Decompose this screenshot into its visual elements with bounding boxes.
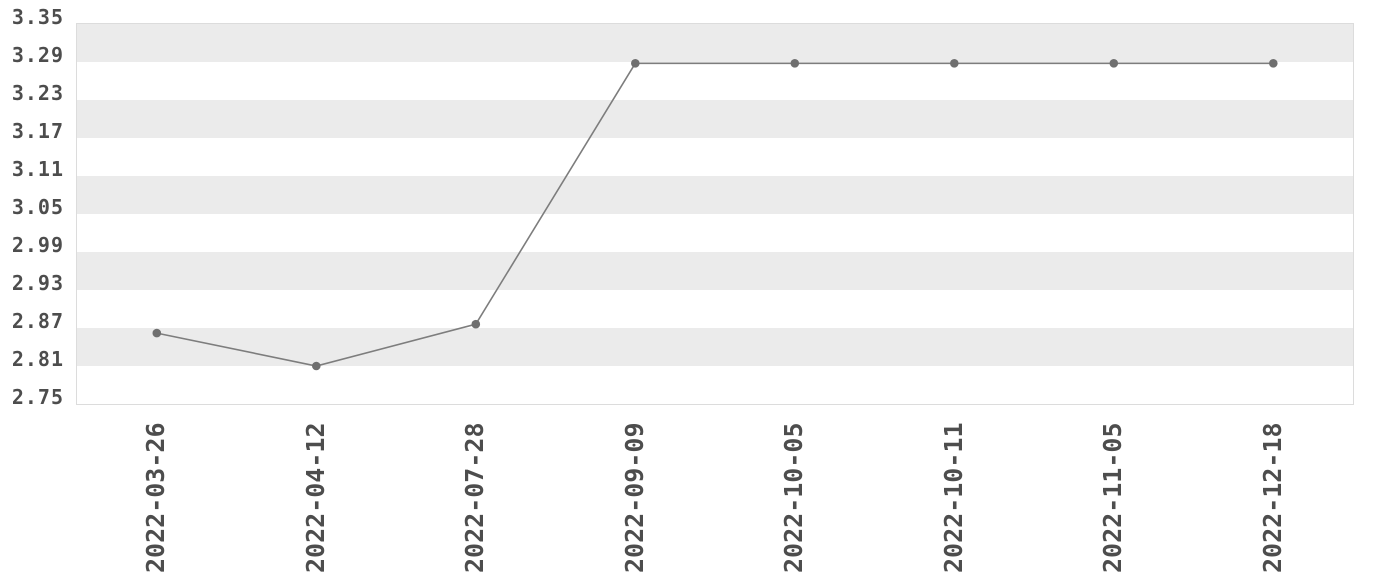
x-tick-label: 2022-03-26: [141, 422, 171, 573]
grid-band: [77, 176, 1353, 214]
data-point-marker[interactable]: [312, 361, 321, 371]
y-tick-label: 3.35: [11, 5, 64, 29]
grid-band: [77, 328, 1353, 366]
y-tick-label: 2.75: [11, 385, 64, 409]
y-tick-label: 2.99: [11, 233, 64, 257]
x-tick-label: 2022-10-11: [938, 422, 968, 573]
grid-band: [77, 138, 1353, 176]
x-tick-label: 2022-04-12: [300, 422, 330, 573]
grid-band: [77, 252, 1353, 290]
y-tick-label: 3.29: [11, 43, 64, 67]
y-tick-label: 2.87: [11, 309, 64, 333]
x-tick-label: 2022-12-18: [1257, 422, 1287, 573]
grid-band: [77, 366, 1353, 404]
grid-band: [77, 62, 1353, 100]
x-tick-label: 2022-11-05: [1098, 422, 1128, 573]
x-tick-label: 2022-09-09: [619, 422, 649, 573]
plot-area: [76, 23, 1354, 405]
data-point-marker[interactable]: [471, 319, 481, 329]
data-point-marker[interactable]: [152, 328, 162, 338]
grid-band: [77, 24, 1353, 62]
series-svg: [152, 59, 1278, 371]
grid-band: [77, 100, 1353, 138]
x-tick-label: 2022-10-05: [779, 422, 809, 573]
series-line: [156, 62, 1274, 367]
data-point-marker[interactable]: [950, 59, 959, 68]
y-tick-label: 2.93: [11, 271, 64, 295]
data-point-marker[interactable]: [790, 59, 800, 68]
y-tick-label: 2.81: [11, 347, 64, 371]
y-tick-label: 3.05: [11, 195, 64, 219]
grid-band: [77, 214, 1353, 252]
y-tick-label: 3.23: [11, 81, 64, 105]
grid-band: [77, 290, 1353, 328]
data-point-marker[interactable]: [1109, 59, 1119, 68]
x-tick-label: 2022-07-28: [460, 422, 490, 573]
data-point-marker[interactable]: [631, 59, 640, 68]
data-point-marker[interactable]: [1269, 59, 1278, 68]
y-tick-label: 3.17: [11, 119, 64, 143]
y-tick-label: 3.11: [11, 157, 64, 181]
